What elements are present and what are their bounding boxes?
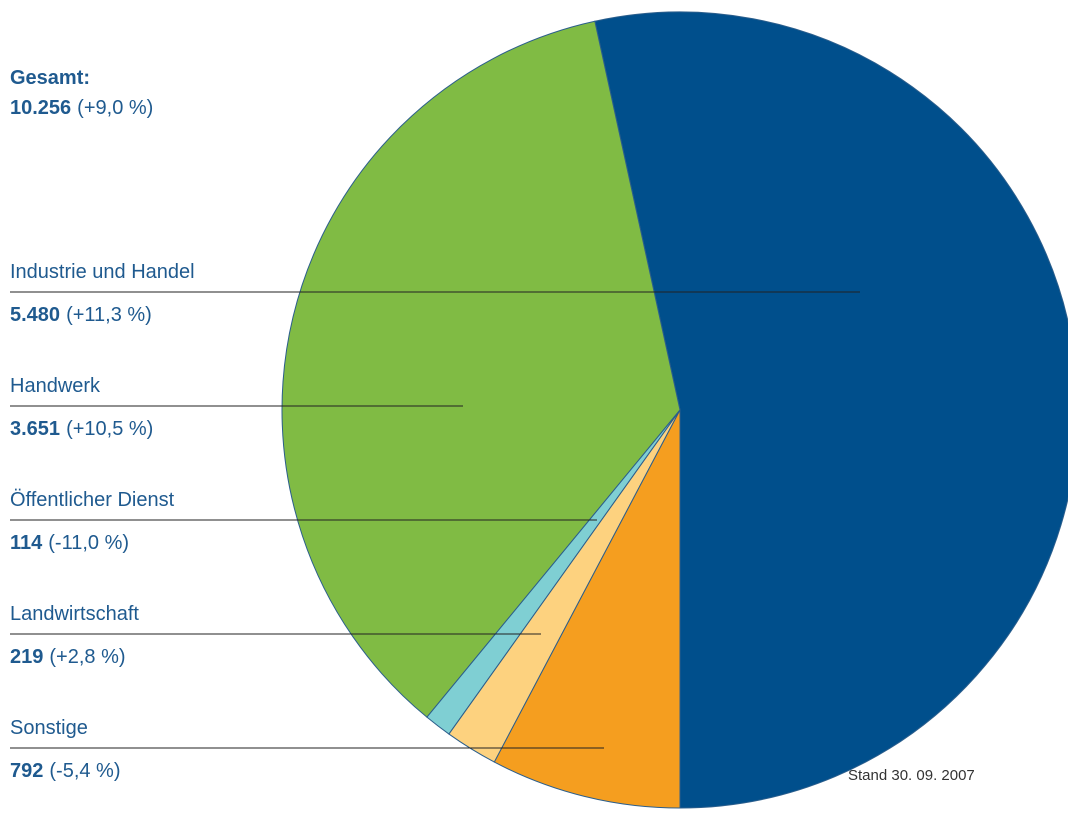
change: (+11,3 %) [66,304,152,326]
pie-slice [594,11,1068,809]
category-label: Industrie und Handel [10,261,195,283]
value: 219 [10,646,43,668]
value-label: 5.480 (+11,3 %) [10,304,152,326]
change: (-5,4 %) [49,760,120,782]
change: (+10,5 %) [66,418,153,440]
change: (-11,0 %) [48,532,129,554]
pie [281,11,1068,809]
note: Stand 30. 09. 2007 [848,767,975,784]
labels: Industrie und Handel 5.480 (+11,3 %) Handwe… [10,261,860,782]
category-label: Sonstige [10,717,88,739]
category-label: Öffentlicher Dienst [10,489,175,511]
total-title-text: Gesamt: [10,67,90,89]
change: (+2,8 %) [49,646,125,668]
total-change: (+9,0 %) [77,97,153,119]
category-label: Landwirtschaft [10,603,139,625]
value: 3.651 [10,418,60,440]
value-label: 219 (+2,8 %) [10,646,126,668]
value: 114 [10,532,43,554]
total-title: Gesamt: [10,67,90,89]
value-label: 792 (-5,4 %) [10,760,121,782]
value-label: 3.651 (+10,5 %) [10,418,153,440]
pie-slice [493,409,681,809]
value: 5.480 [10,304,60,326]
value: 792 [10,760,43,782]
category-label: Handwerk [10,375,101,397]
value-label: 114 (-11,0 %) [10,532,129,554]
total-value-text: 10.256 [10,97,71,119]
total-value: 10.256 (+9,0 %) [10,97,153,119]
pie-slice [281,20,681,718]
